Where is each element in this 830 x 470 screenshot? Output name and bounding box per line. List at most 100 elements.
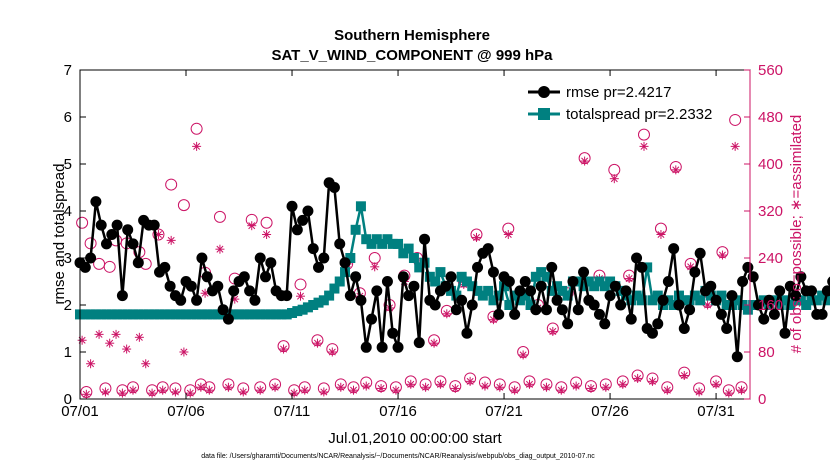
- obs-assimilated-marker: [223, 382, 233, 392]
- asterisk-stroke: [581, 157, 589, 165]
- totalspread-marker: [345, 253, 356, 263]
- rmse-marker: [636, 261, 648, 273]
- totalspread-marker: [599, 281, 610, 292]
- rmse-marker: [387, 327, 399, 339]
- rmse-marker: [191, 294, 203, 306]
- asterisk-stroke: [519, 351, 527, 359]
- totalspread-marker: [101, 309, 112, 320]
- rmse-marker: [260, 271, 272, 283]
- totalspread-marker: [393, 238, 404, 249]
- totalspread-marker: [583, 276, 594, 287]
- obs-assimilated-marker: [312, 338, 322, 348]
- totalspread-marker: [403, 243, 414, 254]
- obs-assimilated-marker: [105, 338, 115, 348]
- rmse-marker: [122, 224, 134, 236]
- totalspread-marker: [196, 309, 207, 320]
- asterisk-stroke: [602, 383, 610, 391]
- y-tick-label: 6: [64, 109, 72, 126]
- obs-assimilated-marker: [196, 382, 206, 392]
- totalspread-marker: [817, 290, 828, 301]
- asterisk-stroke: [672, 166, 680, 174]
- rmse-marker: [127, 238, 139, 250]
- asterisk-stroke: [313, 339, 321, 347]
- rmse-marker: [646, 327, 658, 339]
- totalspread-marker: [493, 290, 504, 301]
- rmse-marker: [615, 299, 627, 311]
- rmse-marker: [503, 276, 515, 287]
- y2-tick-label: 0: [758, 391, 766, 408]
- obs-assimilated-marker: [647, 376, 657, 386]
- rmse-marker: [440, 280, 452, 292]
- obs-assimilated-marker: [524, 379, 534, 389]
- asterisk-stroke: [205, 386, 213, 394]
- rmse-marker: [556, 304, 568, 316]
- asterisk-stroke: [496, 383, 504, 391]
- totalspread-marker: [122, 309, 133, 320]
- totalspread-marker: [287, 307, 298, 318]
- obs-assimilated-marker: [361, 381, 371, 391]
- asterisk-stroke: [504, 230, 512, 239]
- totalspread-marker: [557, 285, 568, 296]
- obs-assimilated-marker: [510, 385, 520, 395]
- obs-assimilated-marker: [296, 291, 306, 301]
- totalspread-marker: [732, 295, 743, 306]
- totalspread-marker: [552, 281, 563, 292]
- obs-assimilated-marker: [495, 382, 505, 392]
- asterisk-stroke: [186, 389, 194, 397]
- obs-assimilated-marker: [624, 274, 634, 284]
- obs-assimilated-marker: [503, 230, 513, 239]
- totalspread-marker: [382, 234, 393, 245]
- totalspread-marker: [504, 300, 515, 310]
- rmse-marker: [111, 219, 123, 231]
- rmse-marker: [721, 323, 733, 334]
- asterisk-stroke: [129, 386, 137, 394]
- rmse-marker: [249, 294, 261, 306]
- asterisk-stroke: [687, 263, 695, 271]
- totalspread-marker: [281, 309, 292, 320]
- asterisk-stroke: [511, 386, 519, 394]
- rmse-marker: [530, 304, 542, 316]
- asterisk-stroke: [112, 330, 120, 338]
- asterisk-stroke: [738, 386, 746, 394]
- obs-assimilated-marker: [711, 379, 721, 389]
- obs-assimilated-marker: [656, 230, 666, 239]
- obs-assimilated-marker: [77, 335, 87, 345]
- asterisk-stroke: [167, 236, 175, 244]
- rmse-marker: [768, 308, 780, 320]
- obs-assimilated-marker: [215, 244, 225, 254]
- asterisk-stroke: [239, 388, 247, 396]
- asterisk-stroke: [362, 382, 370, 390]
- asterisk-stroke: [216, 245, 224, 253]
- rmse-marker: [514, 285, 526, 297]
- rmse-marker: [657, 294, 669, 306]
- asterisk-stroke: [256, 386, 264, 394]
- rmse-marker: [673, 299, 685, 311]
- totalspread-marker: [520, 290, 531, 301]
- rmse-marker: [805, 285, 817, 297]
- totalspread-marker: [350, 224, 361, 235]
- obs-assimilated-marker: [421, 382, 431, 392]
- rmse-marker: [790, 290, 802, 302]
- totalspread-marker: [308, 300, 319, 310]
- asterisk-stroke: [263, 230, 271, 239]
- rmse-marker: [535, 280, 547, 292]
- obs-assimilated-marker: [255, 385, 265, 395]
- rmse-marker: [297, 214, 309, 226]
- rmse-marker: [678, 323, 690, 334]
- rmse-marker: [779, 327, 791, 339]
- obs-assimilated-marker: [86, 359, 96, 369]
- obs-assimilated-marker: [556, 385, 566, 395]
- totalspread-marker: [774, 300, 785, 310]
- obs-assimilated-marker: [586, 383, 596, 393]
- rmse-marker: [578, 266, 590, 278]
- rmse-marker: [742, 261, 754, 273]
- x-tick-label: 07/11: [274, 403, 310, 420]
- rmse-marker: [228, 285, 240, 297]
- totalspread-marker: [716, 290, 727, 301]
- rmse-marker: [551, 294, 563, 306]
- rmse-marker: [710, 294, 722, 306]
- rmse-marker: [318, 252, 330, 264]
- asterisk-stroke: [472, 233, 480, 241]
- legend-rmse-label: rmse pr=2.4217: [566, 84, 671, 101]
- totalspread-marker: [138, 309, 149, 320]
